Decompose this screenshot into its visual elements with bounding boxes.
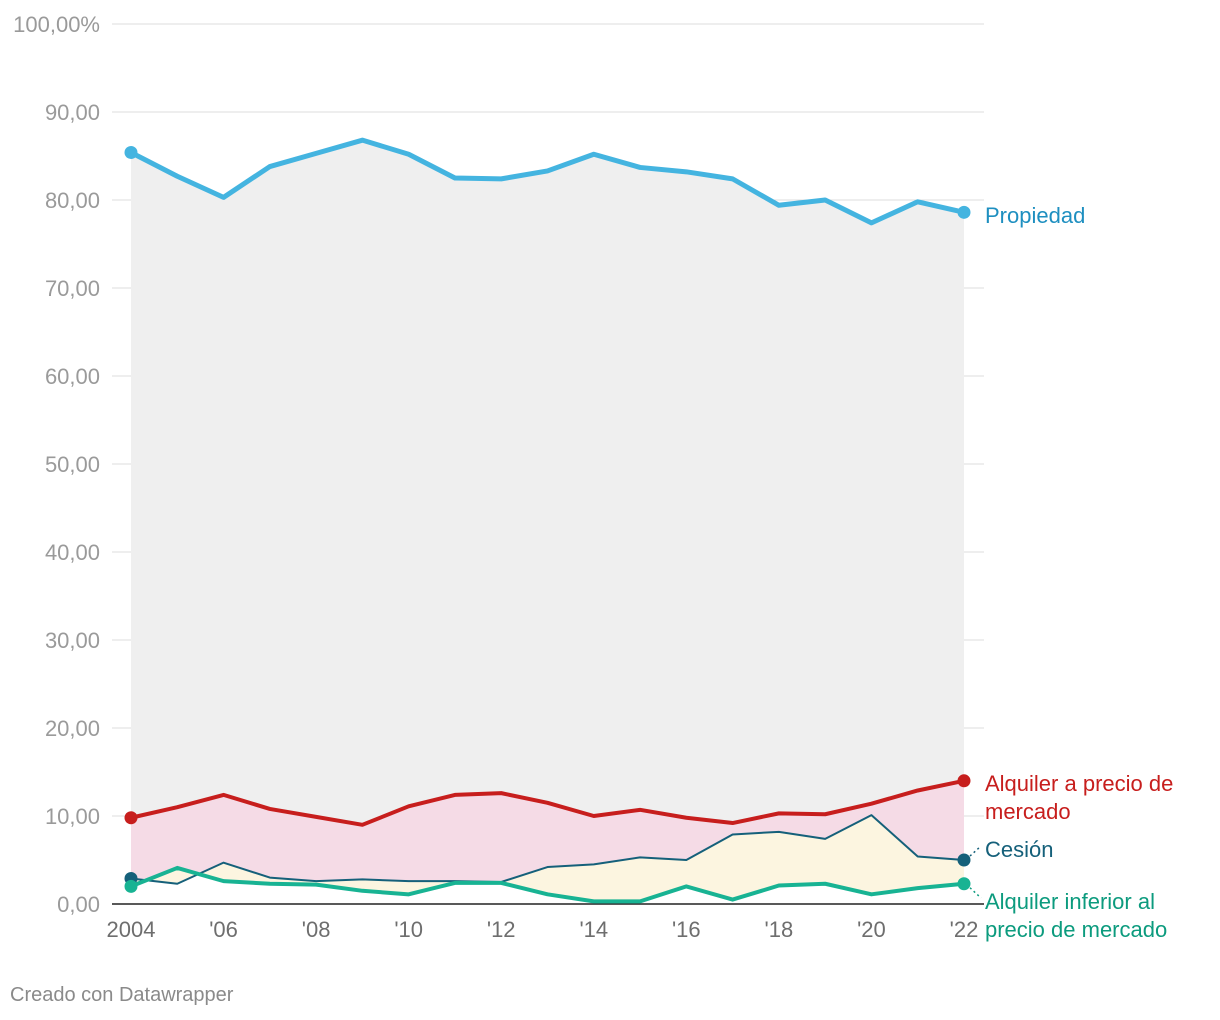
- y-tick-label: 10,00: [45, 804, 100, 829]
- x-tick-label: '20: [857, 917, 886, 942]
- marker-start-alquiler-mercado: [124, 811, 138, 825]
- y-axis-ticks: 0,00 10,00 20,00 30,00 40,00 50,00 60,00 70,00 8…: [13, 12, 100, 917]
- marker-end-alquiler-inferior: [957, 877, 971, 891]
- label-propiedad: Propiedad: [985, 203, 1085, 228]
- x-tick-label: '16: [672, 917, 701, 942]
- line-cesion: [130, 814, 965, 885]
- x-tick-label: '22: [950, 917, 979, 942]
- credit-text: Creado con Datawrapper: [10, 984, 234, 1006]
- line-alquiler-mercado: [129, 778, 966, 827]
- label-alquiler-mercado-line2: mercado: [985, 799, 1071, 824]
- y-tick-label: 50,00: [45, 452, 100, 477]
- label-cesion: Cesión: [985, 837, 1053, 862]
- y-tick-label: 90,00: [45, 100, 100, 125]
- series-end-markers: [124, 145, 971, 893]
- marker-end-cesion: [957, 853, 971, 867]
- marker-start-alquiler-inferior: [124, 879, 138, 893]
- line-alquiler-inferior: [129, 865, 966, 904]
- x-tick-label: '14: [579, 917, 608, 942]
- label-alquiler-inferior-line1: Alquiler inferior al: [985, 889, 1155, 914]
- x-tick-label: '18: [765, 917, 794, 942]
- line-propiedad: [128, 137, 967, 226]
- x-tick-label: 2004: [107, 917, 156, 942]
- y-tick-label: 100,00%: [13, 12, 100, 37]
- area-cesion: [131, 815, 964, 902]
- x-tick-label: '08: [302, 917, 331, 942]
- leader-alquiler-inferior: [969, 887, 982, 899]
- y-tick-label: 60,00: [45, 364, 100, 389]
- series-lines: [128, 137, 967, 904]
- area-alquiler-mercado: [131, 780, 964, 884]
- label-alquiler-inferior-line2: precio de mercado: [985, 917, 1167, 942]
- y-tick-label: 80,00: [45, 188, 100, 213]
- area-propiedad: [131, 140, 964, 825]
- marker-end-propiedad: [957, 205, 971, 219]
- leader-cesion: [969, 845, 982, 857]
- x-tick-label: '10: [394, 917, 423, 942]
- x-tick-label: '06: [209, 917, 238, 942]
- y-tick-label: 70,00: [45, 276, 100, 301]
- x-tick-label: '12: [487, 917, 516, 942]
- marker-start-propiedad: [124, 145, 138, 159]
- y-tick-label: 20,00: [45, 716, 100, 741]
- label-alquiler-mercado-line1: Alquiler a precio de: [985, 771, 1173, 796]
- areas: [131, 140, 964, 902]
- y-tick-label: 30,00: [45, 628, 100, 653]
- label-leader-lines: [969, 845, 982, 899]
- marker-end-alquiler-mercado: [957, 774, 971, 788]
- y-tick-label: 40,00: [45, 540, 100, 565]
- x-axis-ticks: 2004 '06 '08 '10 '12 '14 '16 '18 '20 '22: [107, 917, 979, 942]
- y-tick-label: 0,00: [57, 892, 100, 917]
